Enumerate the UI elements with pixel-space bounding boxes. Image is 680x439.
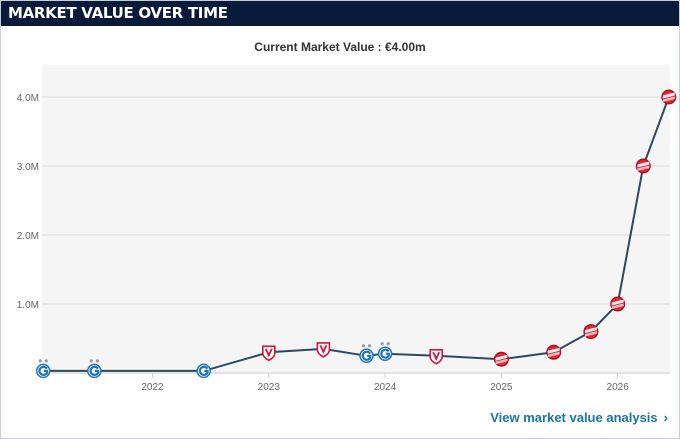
x-tick-label: 2025 (490, 382, 513, 393)
data-points (35, 89, 677, 379)
chevron-right-icon: › (663, 410, 668, 425)
y-tick-label: 4.0M (17, 93, 39, 104)
x-tick-label: 2026 (607, 382, 630, 393)
y-tick-label: 3.0M (17, 162, 39, 173)
card-header: MARKET VALUE OVER TIME (1, 1, 679, 26)
data-point-blue-g-icon[interactable] (196, 363, 211, 379)
plot-background (42, 65, 670, 373)
x-tick-label: 2024 (374, 382, 397, 393)
grid-lines (42, 96, 670, 374)
data-point-red-shield-icon[interactable] (546, 344, 562, 360)
data-point-blue-g-icon[interactable] (359, 344, 374, 364)
view-market-value-analysis-link[interactable]: View market value analysis › (490, 410, 668, 425)
data-point-red-shield-icon[interactable] (493, 351, 509, 367)
current-market-value: Current Market Value : €4.00m (254, 40, 426, 54)
data-point-red-v-icon[interactable] (429, 348, 444, 365)
data-point-blue-g-icon[interactable] (35, 359, 51, 379)
link-label: View market value analysis (490, 410, 658, 425)
data-point-red-shield-icon[interactable] (635, 158, 651, 174)
data-point-blue-g-icon[interactable] (377, 342, 393, 361)
x-axis-ticks: 2022 2023 2024 2025 2026 (141, 373, 629, 393)
data-point-red-shield-icon[interactable] (583, 324, 599, 340)
card-title: MARKET VALUE OVER TIME (8, 4, 228, 22)
y-tick-label: 2.0M (17, 231, 39, 242)
y-tick-label: 1.0M (17, 300, 39, 311)
y-axis-ticks: 1.0M 2.0M 3.0M 4.0M (17, 93, 39, 311)
data-point-red-shield-icon[interactable] (610, 296, 626, 312)
x-tick-label: 2022 (141, 382, 164, 393)
data-point-red-v-icon[interactable] (316, 342, 331, 358)
market-value-chart: 1.0M 2.0M 3.0M 4.0M 2022 2023 2024 2025 2026 (17, 65, 677, 393)
data-point-red-v-icon[interactable] (261, 345, 276, 362)
data-point-red-shield-icon[interactable] (661, 89, 677, 105)
data-point-blue-g-icon[interactable] (87, 359, 102, 379)
x-tick-label: 2023 (258, 382, 281, 393)
